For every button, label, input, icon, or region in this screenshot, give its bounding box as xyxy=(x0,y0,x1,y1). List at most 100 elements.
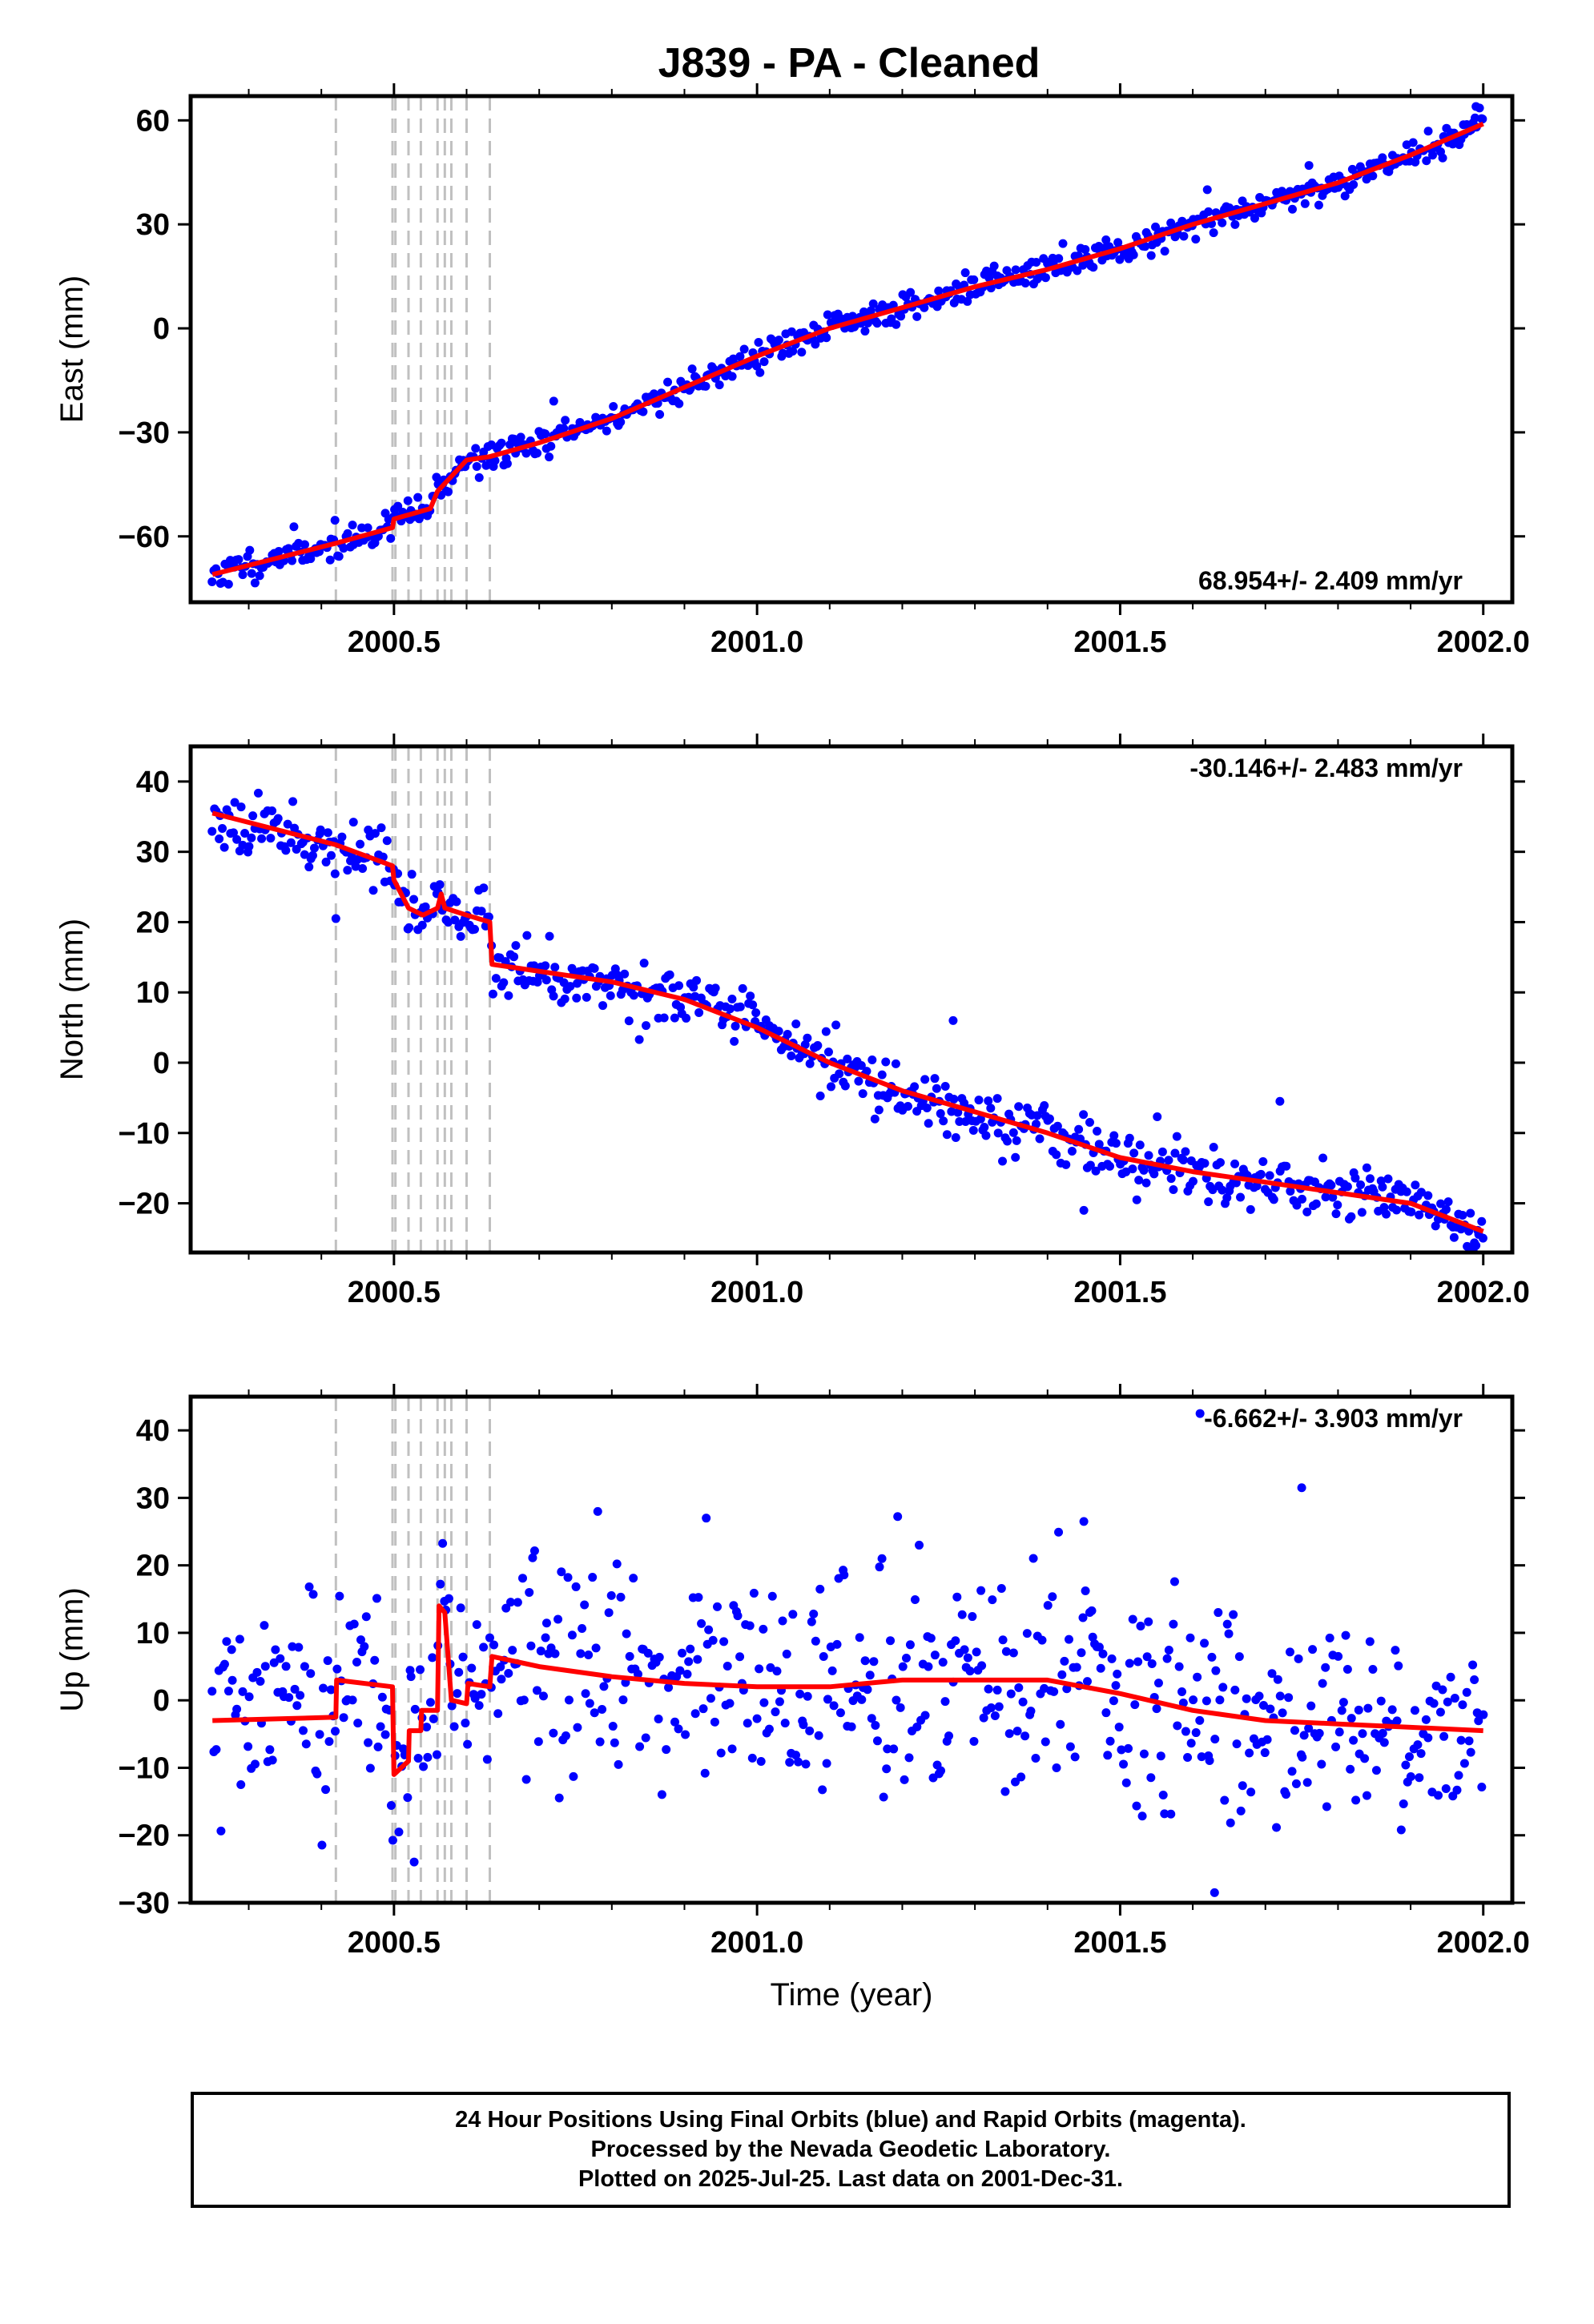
data-point xyxy=(1142,1652,1152,1662)
data-point xyxy=(1350,1173,1360,1183)
data-point xyxy=(1254,1691,1264,1701)
data-point xyxy=(585,1699,594,1708)
data-point xyxy=(1342,1182,1352,1192)
data-point xyxy=(541,961,550,971)
data-point xyxy=(1466,1747,1475,1757)
data-point xyxy=(504,1669,513,1679)
data-point xyxy=(331,1727,340,1736)
data-point xyxy=(984,273,994,283)
data-point xyxy=(1468,1660,1478,1670)
data-point xyxy=(664,1683,674,1692)
data-point xyxy=(232,1704,242,1714)
data-point xyxy=(1308,1645,1318,1655)
data-point xyxy=(835,1708,845,1718)
data-point xyxy=(1000,1787,1010,1796)
data-point xyxy=(444,1594,453,1603)
data-point xyxy=(749,1588,759,1598)
data-point xyxy=(1236,1806,1246,1815)
data-point xyxy=(1111,1139,1121,1148)
data-point xyxy=(1160,1809,1169,1819)
data-point xyxy=(1441,1784,1451,1794)
data-point xyxy=(1040,1101,1049,1111)
data-point xyxy=(230,798,240,807)
data-point xyxy=(936,1766,946,1775)
data-point xyxy=(670,1013,679,1023)
data-point xyxy=(377,1692,387,1702)
data-point xyxy=(1207,1652,1217,1662)
data-point xyxy=(996,1583,1006,1593)
data-point xyxy=(533,1737,543,1747)
data-point-outlier xyxy=(1210,1888,1219,1897)
data-point xyxy=(727,1744,737,1754)
data-point xyxy=(477,907,486,916)
data-point xyxy=(1166,1174,1176,1184)
data-point xyxy=(265,1745,275,1755)
data-point xyxy=(1124,1743,1133,1753)
data-point xyxy=(823,1047,833,1057)
data-point xyxy=(255,571,264,581)
data-point xyxy=(994,1702,1004,1711)
data-point xyxy=(289,522,299,532)
data-point xyxy=(693,1655,702,1664)
data-point xyxy=(822,1759,831,1768)
panel-1: 2000.5 2001.0 2001.5 2002.0 −60 −30 0 30 60 East … xyxy=(54,83,1530,659)
data-point xyxy=(940,1082,950,1092)
data-point xyxy=(1026,1707,1036,1716)
data-point xyxy=(1057,1670,1067,1679)
data-point xyxy=(1411,1180,1420,1190)
data-point xyxy=(1049,1687,1059,1696)
y-tick-label: 20 xyxy=(136,906,170,939)
data-point xyxy=(1443,1697,1452,1707)
data-point xyxy=(1273,1675,1282,1684)
data-point xyxy=(405,923,414,932)
data-point xyxy=(739,344,749,354)
data-point xyxy=(235,1634,244,1644)
data-point xyxy=(298,1726,308,1735)
data-point xyxy=(598,1705,607,1715)
data-point xyxy=(376,1722,385,1731)
data-point-outlier xyxy=(1297,1483,1306,1493)
data-point xyxy=(330,516,340,525)
data-point xyxy=(886,1636,896,1646)
data-point xyxy=(1258,1700,1268,1710)
data-point xyxy=(663,377,673,387)
data-point xyxy=(1008,1128,1018,1137)
data-point xyxy=(1054,254,1064,263)
data-point xyxy=(855,1633,864,1642)
data-point xyxy=(1062,1684,1072,1694)
data-point xyxy=(283,819,292,829)
data-point xyxy=(1121,1167,1131,1176)
data-point xyxy=(1285,1647,1294,1657)
data-point xyxy=(730,1036,739,1046)
data-point xyxy=(1215,1158,1225,1168)
data-point xyxy=(674,399,684,408)
data-point xyxy=(831,1020,841,1030)
data-point xyxy=(616,1592,626,1602)
data-point xyxy=(1197,1752,1206,1762)
data-point xyxy=(815,1584,825,1594)
data-point xyxy=(1114,1723,1124,1732)
data-point xyxy=(1449,1232,1459,1242)
data-point xyxy=(572,993,582,1003)
data-point xyxy=(1478,115,1487,124)
data-point xyxy=(788,1610,798,1619)
data-point xyxy=(1368,1664,1378,1674)
data-point xyxy=(694,1007,704,1017)
data-point xyxy=(1363,1703,1373,1713)
data-point xyxy=(308,850,317,860)
data-point xyxy=(435,880,445,890)
data-point xyxy=(811,1636,820,1646)
data-point xyxy=(1001,1647,1011,1656)
data-point xyxy=(506,1598,516,1607)
footer-caption-box: 24 Hour Positions Using Final Orbits (bl… xyxy=(191,2092,1511,2208)
data-point xyxy=(1378,1728,1387,1738)
data-point xyxy=(675,1666,685,1675)
data-point xyxy=(1031,1754,1041,1763)
data-point xyxy=(1074,1124,1084,1134)
data-point xyxy=(674,981,684,991)
data-point xyxy=(1365,1174,1375,1184)
model-line xyxy=(211,810,1484,1234)
data-point xyxy=(343,529,352,538)
data-point xyxy=(689,983,698,992)
data-point xyxy=(207,577,217,586)
